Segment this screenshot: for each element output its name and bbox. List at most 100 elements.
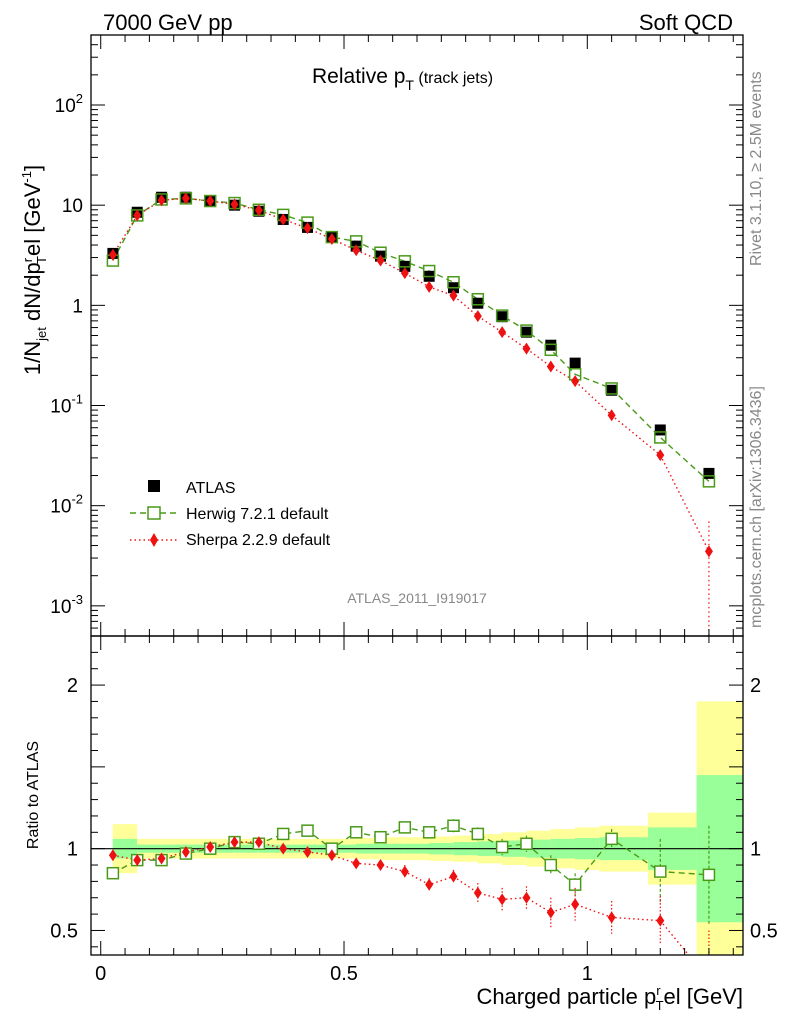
ratio-y-tick-label-left: 1 bbox=[67, 839, 78, 861]
atlas-point bbox=[654, 424, 666, 436]
sherpa-point bbox=[327, 232, 336, 245]
sherpa-point bbox=[473, 310, 482, 323]
legend-item-atlas: ATLAS bbox=[148, 480, 236, 497]
legend-label-atlas: ATLAS bbox=[186, 480, 236, 497]
y-tick-label: 10 bbox=[62, 196, 83, 217]
herwig-point bbox=[520, 324, 533, 337]
sherpa-point bbox=[303, 222, 312, 235]
sherpa-point bbox=[133, 209, 142, 222]
main-series bbox=[106, 191, 716, 636]
atlas-point bbox=[472, 297, 484, 309]
sherpa-ratio-point bbox=[206, 841, 215, 854]
sherpa-ratio-line bbox=[112, 841, 690, 955]
sherpa-point bbox=[704, 545, 713, 558]
legend-item-herwig: Herwig 7.2.1 default bbox=[130, 506, 329, 523]
herwig-ratio-point bbox=[702, 868, 716, 882]
sherpa-point bbox=[230, 198, 239, 211]
sherpa-ratio-point bbox=[473, 886, 482, 899]
analysis-id: ATLAS_2011_I919017 bbox=[347, 590, 487, 606]
sherpa-point bbox=[400, 267, 409, 280]
herwig-ratio-point bbox=[106, 866, 120, 880]
y-tick-label: 10-1 bbox=[50, 392, 83, 418]
xlabel: Charged particle pr Tel [GeV] bbox=[476, 983, 743, 1013]
sherpa-ratio-point bbox=[400, 865, 409, 878]
x-tick-label: 1 bbox=[582, 963, 593, 985]
sherpa-point bbox=[157, 194, 166, 207]
mcplots-label: mcplots.cern.ch [arXiv:1306.3436] bbox=[748, 386, 765, 628]
category-label: Soft QCD bbox=[639, 10, 733, 35]
sherpa-point bbox=[376, 254, 385, 267]
sherpa-point bbox=[108, 248, 117, 261]
sherpa-point bbox=[607, 409, 616, 422]
ratio-y-tick-label-left: 2 bbox=[67, 675, 78, 697]
atlas-point bbox=[606, 384, 618, 396]
main-ylabel: 1/Njet dN/dprTel [GeV-1] bbox=[19, 165, 49, 375]
axes: 0 0.5 1 10-3 10-2 10-1 1 10 102 0.5 0.5 1 1 2 2 bbox=[50, 34, 778, 985]
sherpa-ratio-point bbox=[376, 859, 385, 872]
sherpa-point bbox=[498, 326, 507, 339]
sherpa-ratio-point bbox=[279, 842, 288, 855]
sherpa-line bbox=[112, 197, 710, 552]
sherpa-ratio-point bbox=[425, 878, 434, 891]
legend-marker-herwig bbox=[147, 506, 161, 520]
x-tick-label: 0.5 bbox=[330, 963, 358, 985]
sherpa-ratio-point bbox=[254, 836, 263, 849]
y-tick-label: 10-2 bbox=[50, 492, 83, 518]
plot-title: Relative pT (track jets) bbox=[312, 65, 493, 93]
sherpa-ratio-point bbox=[546, 906, 555, 919]
legend-marker-sherpa bbox=[150, 533, 158, 547]
sherpa-ratio-point bbox=[303, 845, 312, 858]
ratio-y-tick-label-right: 1 bbox=[750, 839, 761, 861]
herwig-ratio-point bbox=[374, 830, 387, 844]
sherpa-point bbox=[449, 289, 458, 302]
herwig-point bbox=[471, 293, 485, 306]
x-tick-label: 0 bbox=[95, 963, 106, 985]
rivet-label: Rivet 3.1.10, ≥ 2.5M events bbox=[748, 71, 765, 266]
herwig-ratio-point bbox=[422, 826, 436, 839]
sherpa-point bbox=[206, 195, 215, 208]
legend-label-herwig: Herwig 7.2.1 default bbox=[186, 506, 329, 523]
herwig-point bbox=[654, 431, 667, 444]
herwig-ratio-point bbox=[276, 827, 290, 841]
legend: ATLAS Herwig 7.2.1 default Sherpa 2.2.9 … bbox=[130, 480, 331, 549]
y-tick-label: 1 bbox=[72, 296, 83, 317]
atlas-point bbox=[545, 339, 557, 351]
ratio-frame bbox=[90, 635, 744, 956]
herwig-ratio-point bbox=[471, 827, 485, 841]
sherpa-ratio-point bbox=[133, 854, 142, 867]
sherpa-point bbox=[279, 213, 288, 226]
herwig-point bbox=[605, 382, 618, 395]
herwig-point bbox=[544, 343, 558, 357]
sherpa-ratio-point bbox=[571, 898, 580, 911]
sherpa-ratio-point bbox=[157, 852, 166, 865]
herwig-point bbox=[495, 309, 509, 322]
plot-title-sub: T bbox=[405, 77, 414, 93]
sherpa-ratio-point bbox=[327, 849, 336, 862]
herwig-ratio-point bbox=[568, 878, 582, 891]
plot-title-main: Relative p bbox=[312, 65, 405, 88]
herwig-ratio-point bbox=[654, 865, 667, 878]
sherpa-ratio-point bbox=[522, 891, 531, 904]
legend-label-sherpa: Sherpa 2.2.9 default bbox=[186, 532, 331, 549]
ratio-clip-group bbox=[106, 819, 716, 955]
ratio-y-tick-label-right: 0.5 bbox=[750, 920, 778, 942]
herwig-ratio-line bbox=[112, 825, 709, 886]
ratio-y-tick-label-left: 0.5 bbox=[50, 920, 78, 942]
legend-item-sherpa: Sherpa 2.2.9 default bbox=[130, 532, 331, 549]
herwig-line bbox=[112, 197, 710, 482]
legend-marker-atlas bbox=[148, 480, 160, 492]
sherpa-ratio-point bbox=[607, 911, 616, 924]
y-tick-label: 10-3 bbox=[50, 592, 83, 618]
sherpa-ratio-point bbox=[449, 870, 458, 883]
herwig-ratio-point bbox=[398, 821, 412, 834]
herwig-ratio-point bbox=[301, 824, 314, 837]
herwig-point bbox=[702, 475, 716, 488]
sherpa-ratio-point bbox=[656, 914, 665, 927]
sherpa-ratio-point bbox=[181, 845, 190, 858]
herwig-ratio-point bbox=[605, 832, 618, 846]
herwig-ratio-point bbox=[495, 840, 509, 854]
sherpa-point bbox=[425, 280, 434, 293]
ratio-ylabel: Ratio to ATLAS bbox=[25, 741, 42, 849]
herwig-ratio-point bbox=[520, 837, 533, 851]
